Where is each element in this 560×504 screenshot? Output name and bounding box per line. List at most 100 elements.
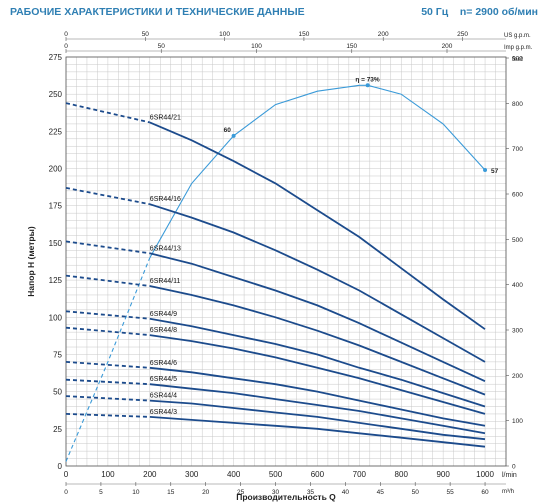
efficiency-label: 57	[491, 168, 499, 175]
us-gpm-tick-label: 100	[219, 31, 230, 38]
y-tick-label: 75	[53, 350, 62, 359]
feet-tick-label: 600	[512, 192, 523, 199]
series-6sr44-6-solid	[149, 366, 486, 427]
axis-labels: Производительность Q Напор H (метры)	[26, 226, 336, 502]
header-frequency: 50 Гц	[421, 6, 449, 18]
feet-tick-label: 700	[512, 146, 523, 153]
m3h-tick-label: 20	[202, 489, 210, 496]
chart-header-title: РАБОЧИЕ ХАРАКТЕРИСТИКИ И ТЕХНИЧЕСКИЕ ДАН…	[10, 6, 305, 18]
m3h-tick-label: 30	[272, 489, 280, 496]
imp-gpm-unit-label: Imp g.p.m.	[504, 45, 533, 51]
imp-gpm-tick-label: 150	[346, 43, 357, 50]
series-6sr44-11-solid	[149, 285, 486, 396]
series-6sr44-16-label: 6SR44/16	[150, 196, 181, 203]
feet-tick-label: 500	[512, 237, 523, 244]
efficiency-line-solid	[149, 84, 486, 259]
feet-tick-label: 100	[512, 418, 523, 425]
x-tick-label: 800	[395, 470, 409, 479]
feet-tick-label: 0	[512, 464, 516, 471]
m3h-tick-label: 50	[412, 489, 420, 496]
x-tick-label: 600	[311, 470, 325, 479]
efficiency-label: 60	[224, 127, 232, 134]
y-tick-label: 25	[53, 425, 62, 434]
y-tick-label: 250	[49, 90, 63, 99]
series-6sr44-8-solid	[149, 334, 486, 415]
x-tick-label: 200	[143, 470, 157, 479]
feet-tick-label: 900	[512, 56, 523, 63]
chart-header-speed: 50 Гц n= 2900 об/мин	[421, 6, 538, 18]
us-gpm-tick-label: 200	[378, 31, 389, 38]
m3h-unit-label: m³/h	[502, 489, 514, 495]
x-tick-label: 300	[185, 470, 199, 479]
x-tick-label: 400	[227, 470, 241, 479]
m3h-tick-label: 35	[307, 489, 315, 496]
y-axis-title: Напор H (метры)	[26, 226, 36, 297]
series-6sr44-16-solid	[149, 203, 486, 363]
x-tick-label: 900	[436, 470, 450, 479]
series-6sr44-3-solid	[149, 416, 486, 448]
us-gpm-tick-label: 50	[142, 31, 150, 38]
efficiency-line-dashed	[65, 257, 151, 462]
plot-grid	[65, 56, 507, 467]
series-6sr44-6-dashed	[65, 361, 150, 369]
x-tick-label: 500	[269, 470, 283, 479]
series-6sr44-11-dashed	[65, 274, 150, 287]
us-gpm-unit-label: US g.p.m.	[504, 33, 531, 39]
efficiency-point	[231, 133, 236, 138]
series-6sr44-11-label: 6SR44/11	[150, 278, 181, 285]
header-rpm: n= 2900 об/мин	[459, 6, 538, 18]
m3h-tick-label: 15	[167, 489, 175, 496]
imp-gpm-tick-label: 200	[442, 43, 453, 50]
imp-gpm-tick-label: 0	[64, 43, 68, 50]
y-tick-label: 50	[53, 388, 62, 397]
efficiency-curve: 60 η = 73% 57	[65, 76, 499, 462]
imp-gpm-tick-label: 50	[158, 43, 166, 50]
m3h-tick-label: 25	[237, 489, 245, 496]
y-tick-label: 275	[49, 53, 63, 62]
x-tick-label: 1000	[476, 470, 494, 479]
efficiency-point	[365, 83, 370, 88]
y-tick-label: 200	[49, 165, 63, 174]
us-gpm-tick-label: 0	[64, 31, 68, 38]
series-6sr44-13-solid	[149, 252, 486, 383]
imp-gpm-tick-label: 100	[251, 43, 262, 50]
y-tick-label: 225	[49, 127, 63, 136]
series-6sr44-5-solid	[149, 383, 486, 435]
head-curves: 6SR44/21 6SR44/16 6SR44/13 6SR44/11 6SR44/9 6…	[65, 102, 486, 448]
feet-tick-label: 200	[512, 373, 523, 380]
series-6sr44-21-label: 6SR44/21	[150, 114, 181, 121]
series-6sr44-9-dashed	[65, 310, 150, 320]
series-6sr44-6-label: 6SR44/6	[150, 360, 177, 367]
m3h-tick-label: 5	[99, 489, 103, 496]
series-6sr44-8-label: 6SR44/8	[150, 327, 177, 334]
series-6sr44-9-label: 6SR44/9	[150, 311, 177, 318]
series-6sr44-13-label: 6SR44/13	[150, 245, 181, 252]
y-tick-label: 0	[58, 462, 63, 471]
series-6sr44-21-dashed	[65, 102, 151, 124]
y-tick-label: 150	[49, 239, 63, 248]
plot-frame	[65, 56, 507, 467]
series-6sr44-16-dashed	[65, 187, 150, 206]
efficiency-label: η = 73%	[355, 76, 380, 83]
m3h-tick-label: 40	[342, 489, 350, 496]
us-gpm-tick-label: 250	[457, 31, 468, 38]
m3h-tick-label: 60	[481, 489, 489, 496]
x-tick-label: 100	[101, 470, 115, 479]
feet-tick-label: 400	[512, 282, 523, 289]
us-gpm-tick-label: 150	[298, 31, 309, 38]
y-tick-label: 175	[49, 202, 63, 211]
series-6sr44-3-label: 6SR44/3	[150, 409, 177, 416]
series-6sr44-9-solid	[149, 317, 486, 408]
efficiency-point	[483, 168, 488, 173]
series-6sr44-4-label: 6SR44/4	[150, 393, 177, 400]
feet-unit-label: feet	[512, 56, 523, 63]
x-tick-label: 0	[64, 470, 69, 479]
series-6sr44-13-dashed	[65, 240, 150, 255]
m3h-tick-label: 0	[64, 489, 68, 496]
series-6sr44-21-solid	[149, 121, 486, 330]
x-axis-title: Производительность Q	[236, 492, 336, 502]
x-tick-label: 700	[353, 470, 367, 479]
m3h-tick-label: 55	[447, 489, 455, 496]
